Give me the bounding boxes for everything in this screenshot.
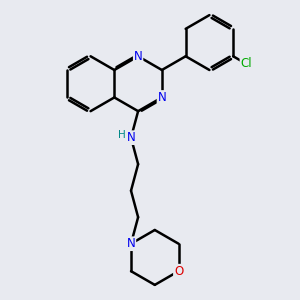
Text: N: N	[158, 91, 166, 104]
Text: N: N	[127, 237, 135, 250]
Text: O: O	[174, 265, 183, 278]
Text: N: N	[127, 131, 135, 144]
Text: Cl: Cl	[240, 57, 252, 70]
Text: N: N	[134, 50, 142, 63]
Text: H: H	[118, 130, 125, 140]
